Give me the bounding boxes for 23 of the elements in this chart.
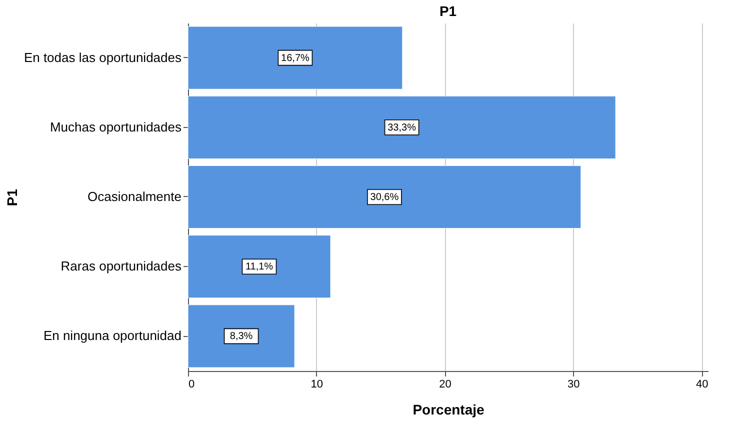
x-tick-label: 0 [188, 378, 195, 390]
data-label: 30,6% [370, 192, 399, 203]
bar [188, 165, 582, 229]
chart-title: P1 [439, 3, 457, 19]
bar [188, 304, 295, 368]
data-label: 33,3% [388, 122, 416, 134]
y-tick-label: Ocasionalmente [88, 189, 182, 204]
data-label: 11,1% [245, 262, 274, 273]
x-tick-label: 20 [439, 378, 452, 390]
x-tick-label: 40 [696, 378, 708, 390]
bar [188, 26, 403, 90]
y-tick-label: Raras oportunidades [60, 258, 182, 274]
bar [188, 235, 331, 298]
bar [188, 96, 616, 159]
y-tick-label: En todas las oportunidades [24, 50, 182, 65]
y-axis-title: P1 [4, 188, 20, 206]
x-axis-title: Porcentaje [412, 402, 485, 418]
x-tick-label: 30 [568, 378, 580, 390]
y-tick-label: En ninguna oportunidad [43, 328, 182, 344]
data-label: 16,7% [281, 52, 310, 64]
y-tick-label: Muchas oportunidades [50, 119, 182, 134]
data-label: 8,3% [230, 331, 253, 342]
x-tick-label: 10 [310, 378, 324, 390]
